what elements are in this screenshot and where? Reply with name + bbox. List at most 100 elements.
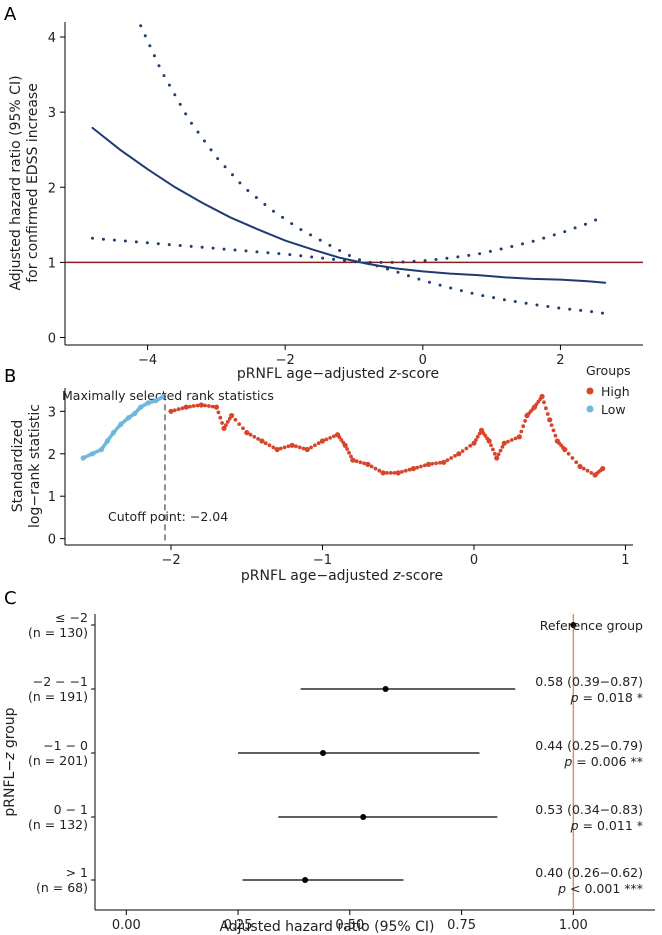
c-hr-label: 0.58 (0.39−0.87) — [535, 674, 643, 689]
c-p-number: = 0.011 — [579, 818, 637, 833]
b-x-tick-label: −1 — [313, 553, 332, 568]
b-point-high — [496, 452, 501, 457]
b-point-high — [191, 404, 196, 408]
b-point-high — [252, 434, 257, 439]
c-hr-label: 0.40 (0.26−0.62) — [535, 865, 643, 880]
b-point-high — [271, 445, 276, 450]
c-x-ticks: 0.00 0.25 0.50 0.75 1.00 — [112, 910, 588, 933]
b-point-high — [289, 442, 295, 448]
b-point-high — [460, 449, 465, 453]
b-point-high — [392, 471, 397, 475]
c-group-n: (n = 68) — [36, 880, 88, 895]
b-y-tick-label: 1 — [48, 490, 56, 505]
b-point-high — [349, 454, 353, 459]
b-point-high — [536, 399, 541, 404]
c-group-n: (n = 130) — [28, 625, 88, 640]
b-point-high — [221, 425, 227, 431]
panel-c: 0.00 0.25 0.50 0.75 1.00 pRNFL−z group Adjus… — [2, 610, 655, 935]
b-point-high — [589, 471, 594, 475]
c-hr-label: 0.53 (0.34−0.83) — [535, 802, 643, 817]
b-x-tick-label: 0 — [470, 553, 478, 568]
b-point-high — [350, 457, 356, 463]
panel-label-c: C — [4, 588, 17, 609]
c-hr-label: Reference group — [540, 618, 643, 633]
b-legend: Groups High Low — [586, 363, 631, 417]
b-point-low — [88, 452, 92, 457]
b-point-high — [237, 422, 242, 426]
b-point-high — [341, 440, 346, 445]
b-point-high — [213, 404, 220, 410]
b-point-high — [369, 464, 374, 469]
b-point-high — [403, 468, 408, 473]
c-hr-point — [360, 814, 367, 820]
b-point-low — [137, 406, 142, 411]
c-group-label: −2 − −1 — [33, 674, 88, 689]
b-point-high — [519, 429, 524, 434]
b-x-label-post: -score — [400, 568, 443, 584]
b-legend-high-label: High — [601, 384, 630, 399]
b-point-high — [358, 460, 363, 465]
b-point-high — [224, 423, 228, 427]
a-y-tick-label: 1 — [48, 256, 56, 271]
b-point-high — [456, 451, 462, 457]
b-point-high — [501, 440, 507, 446]
b-point-high — [227, 416, 232, 421]
c-p-number: < 0.001 — [566, 881, 624, 896]
panel-label-a: A — [4, 4, 17, 25]
b-point-high — [549, 423, 554, 427]
a-x-label-pre: pRNFL age−adjusted — [237, 366, 389, 382]
b-point-high — [538, 397, 543, 401]
b-point-high — [449, 456, 454, 460]
c-p-symbol: p — [563, 754, 572, 769]
b-point-low — [104, 441, 108, 446]
c-hr-point — [382, 686, 389, 692]
b-point-high — [286, 444, 291, 449]
a-x-label: pRNFL age−adjusted z-score — [237, 366, 439, 382]
b-x-tick-label: 1 — [621, 553, 629, 568]
b-point-high — [581, 466, 586, 471]
b-point-high — [241, 426, 245, 431]
b-point-high — [259, 438, 265, 444]
b-point-high — [553, 433, 558, 438]
b-legend-high-marker — [586, 387, 594, 395]
b-point-high — [172, 408, 177, 413]
b-point-high — [345, 447, 349, 451]
b-point-high — [598, 468, 603, 473]
b-point-high — [377, 468, 382, 473]
b-cutoff-label: Cutoff point: −2.04 — [108, 509, 228, 524]
c-x-tick-label: 0.25 — [224, 918, 253, 933]
b-point-high — [419, 464, 423, 469]
c-p-number: = 0.018 — [579, 690, 637, 705]
c-group-n: (n = 201) — [28, 753, 88, 768]
b-point-high — [434, 461, 438, 466]
b-point-high — [354, 459, 359, 464]
b-x-tick-label: −2 — [161, 553, 180, 568]
b-y-ticks: 0 1 2 3 — [48, 405, 65, 548]
b-y-label-line-1: Standardized — [10, 420, 26, 512]
b-point-high — [521, 424, 526, 429]
b-point-high — [339, 438, 344, 442]
b-title: Maximally selected rank statistics — [62, 388, 274, 403]
b-point-high — [491, 447, 495, 452]
b-point-high — [313, 443, 317, 448]
b-plot-area — [80, 393, 606, 545]
b-point-high — [207, 404, 211, 408]
a-x-label-post: -score — [396, 366, 439, 382]
b-point-low — [152, 399, 156, 404]
b-point-high — [332, 434, 336, 439]
b-point-high — [328, 436, 332, 440]
c-y-label-italic: z — [2, 752, 18, 761]
c-p-value: p = 0.018 * — [570, 690, 643, 705]
b-point-high — [183, 404, 189, 410]
c-group-label: ≤ −2 — [55, 610, 88, 625]
c-p-value: p < 0.001 *** — [557, 881, 643, 896]
b-point-high — [577, 463, 583, 470]
b-point-high — [474, 438, 478, 442]
b-point-high — [485, 436, 490, 441]
b-point-high — [445, 458, 450, 462]
c-p-stars: * — [637, 818, 643, 833]
b-point-high — [430, 461, 435, 466]
b-point-high — [316, 441, 321, 446]
a-y-ticks: 0 1 2 3 4 — [48, 31, 65, 346]
c-p-value: p = 0.006 ** — [563, 754, 643, 769]
